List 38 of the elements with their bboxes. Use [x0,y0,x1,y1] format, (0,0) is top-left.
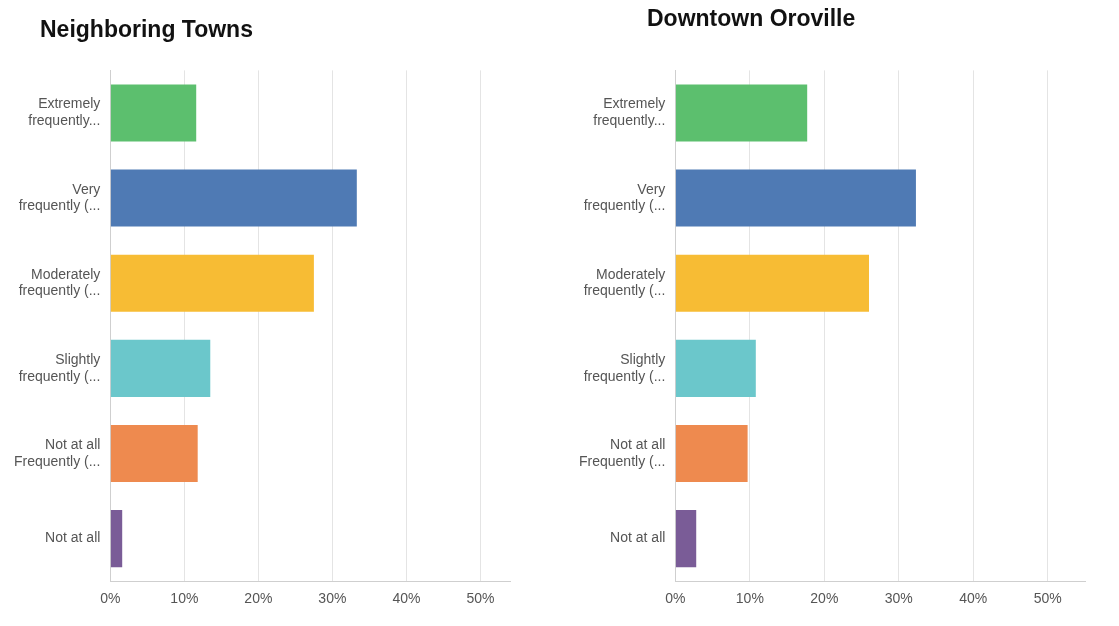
x-tick-label: 20% [810,590,839,607]
y-tick-label: Slightly frequently (... [583,350,666,384]
y-tick-label: Not at all [45,529,101,546]
y-tick-label: Not at all [610,529,666,546]
x-tick-label: 40% [959,590,988,607]
x-tick-label: 10% [170,590,199,607]
y-tick-label: Moderately frequently (... [18,265,101,299]
x-tick-label: 20% [244,590,273,607]
x-tick-label: 10% [735,590,764,607]
x-tick-label: 50% [466,590,495,607]
y-tick-label: Extremely frequently... [28,95,101,129]
x-tick-label: 0% [100,590,121,607]
bar [675,254,870,312]
y-tick-label: Very frequently (... [18,180,101,214]
bar [110,254,314,312]
bar [110,424,198,483]
bar [675,84,808,142]
y-tick-label: Very frequently (... [583,180,666,214]
bar [110,339,211,397]
bar [675,169,916,227]
y-tick-label: Not at all Frequently (... [578,435,666,469]
y-tick-label: Not at all Frequently (... [13,435,101,469]
y-tick-label: Moderately frequently (... [583,265,666,299]
x-tick-label: 30% [884,590,913,607]
chart-title: Downtown Oroville [647,5,856,32]
y-tick-label: Extremely frequently... [593,95,666,129]
y-tick-label: Slightly frequently (... [18,350,101,384]
bar [675,339,756,397]
x-tick-label: 40% [392,590,421,607]
bar [110,84,197,142]
x-tick-label: 30% [318,590,347,607]
bar [675,424,748,483]
bar [675,510,697,568]
bar [110,169,357,227]
x-tick-label: 0% [665,590,686,607]
x-tick-label: 50% [1033,590,1062,607]
chart-title: Neighboring Towns [40,16,253,43]
bar [110,510,123,568]
